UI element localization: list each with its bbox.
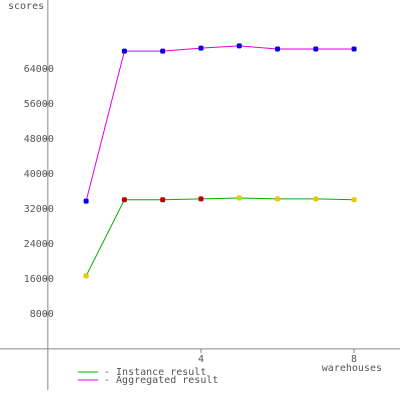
data-point [121,197,127,203]
data-point [198,45,204,51]
data-point [198,196,204,202]
data-point [121,48,127,54]
data-point [313,196,319,202]
y-tick-label: 24000 [24,239,54,250]
data-point [83,198,89,204]
data-point [160,197,166,203]
data-point [275,196,281,202]
series-line [85,197,355,277]
y-tick-label: 16000 [24,274,54,285]
x-tick-label: 8 [351,354,357,365]
data-point [236,43,242,49]
x-tick-label: 4 [198,354,204,365]
data-point [313,46,319,52]
legend-label: - Instance result [104,367,206,378]
y-tick-label: 40000 [24,169,54,180]
y-tick-label: 8000 [30,309,54,320]
data-point [351,46,357,52]
y-tick-label: 64000 [24,64,54,75]
data-point [275,46,281,52]
y-tick-label: 48000 [24,134,54,145]
y-axis-label: scores [8,1,44,12]
data-point [160,48,166,54]
legend-label: - Aggregated result [104,375,218,386]
series-line [85,45,355,202]
data-point [236,195,242,201]
data-point [351,197,357,203]
y-tick-label: 32000 [24,204,54,215]
x-axis-label: warehouses [322,363,382,374]
y-tick-label: 56000 [24,99,54,110]
data-point [83,273,89,279]
